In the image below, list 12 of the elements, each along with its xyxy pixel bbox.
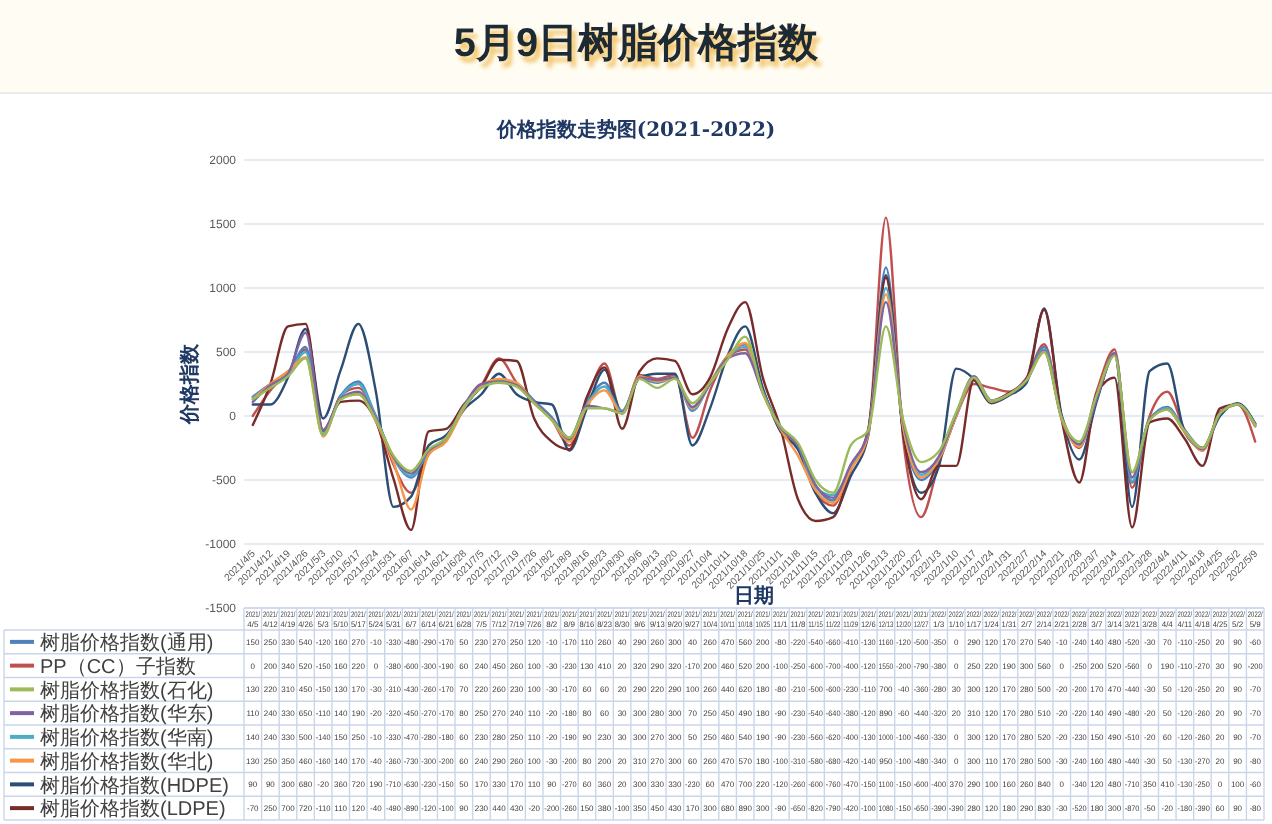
legend-label: PP（CC）子指数 — [40, 654, 196, 679]
chart-title: 5月9日树脂价格指数 — [453, 22, 821, 66]
x-axis-title: 日期 — [734, 584, 774, 608]
legend-label: 树脂价格指数(石化) — [40, 678, 214, 703]
legend-label: 树脂价格指数(华东) — [40, 702, 214, 727]
chart-subtitle: 价格指数走势图(2021-2022) — [494, 118, 776, 142]
legend-label: 树脂价格指数(华北) — [40, 749, 214, 774]
legend-label: 树脂价格指数(HDPE) — [40, 773, 229, 798]
legend-label: 树脂价格指数(通用) — [40, 631, 214, 656]
legend-label: 树脂价格指数(华南) — [40, 726, 214, 751]
legend-label: 树脂价格指数(LDPE) — [40, 797, 226, 822]
y-axis-title: 价格指数 — [178, 342, 202, 426]
